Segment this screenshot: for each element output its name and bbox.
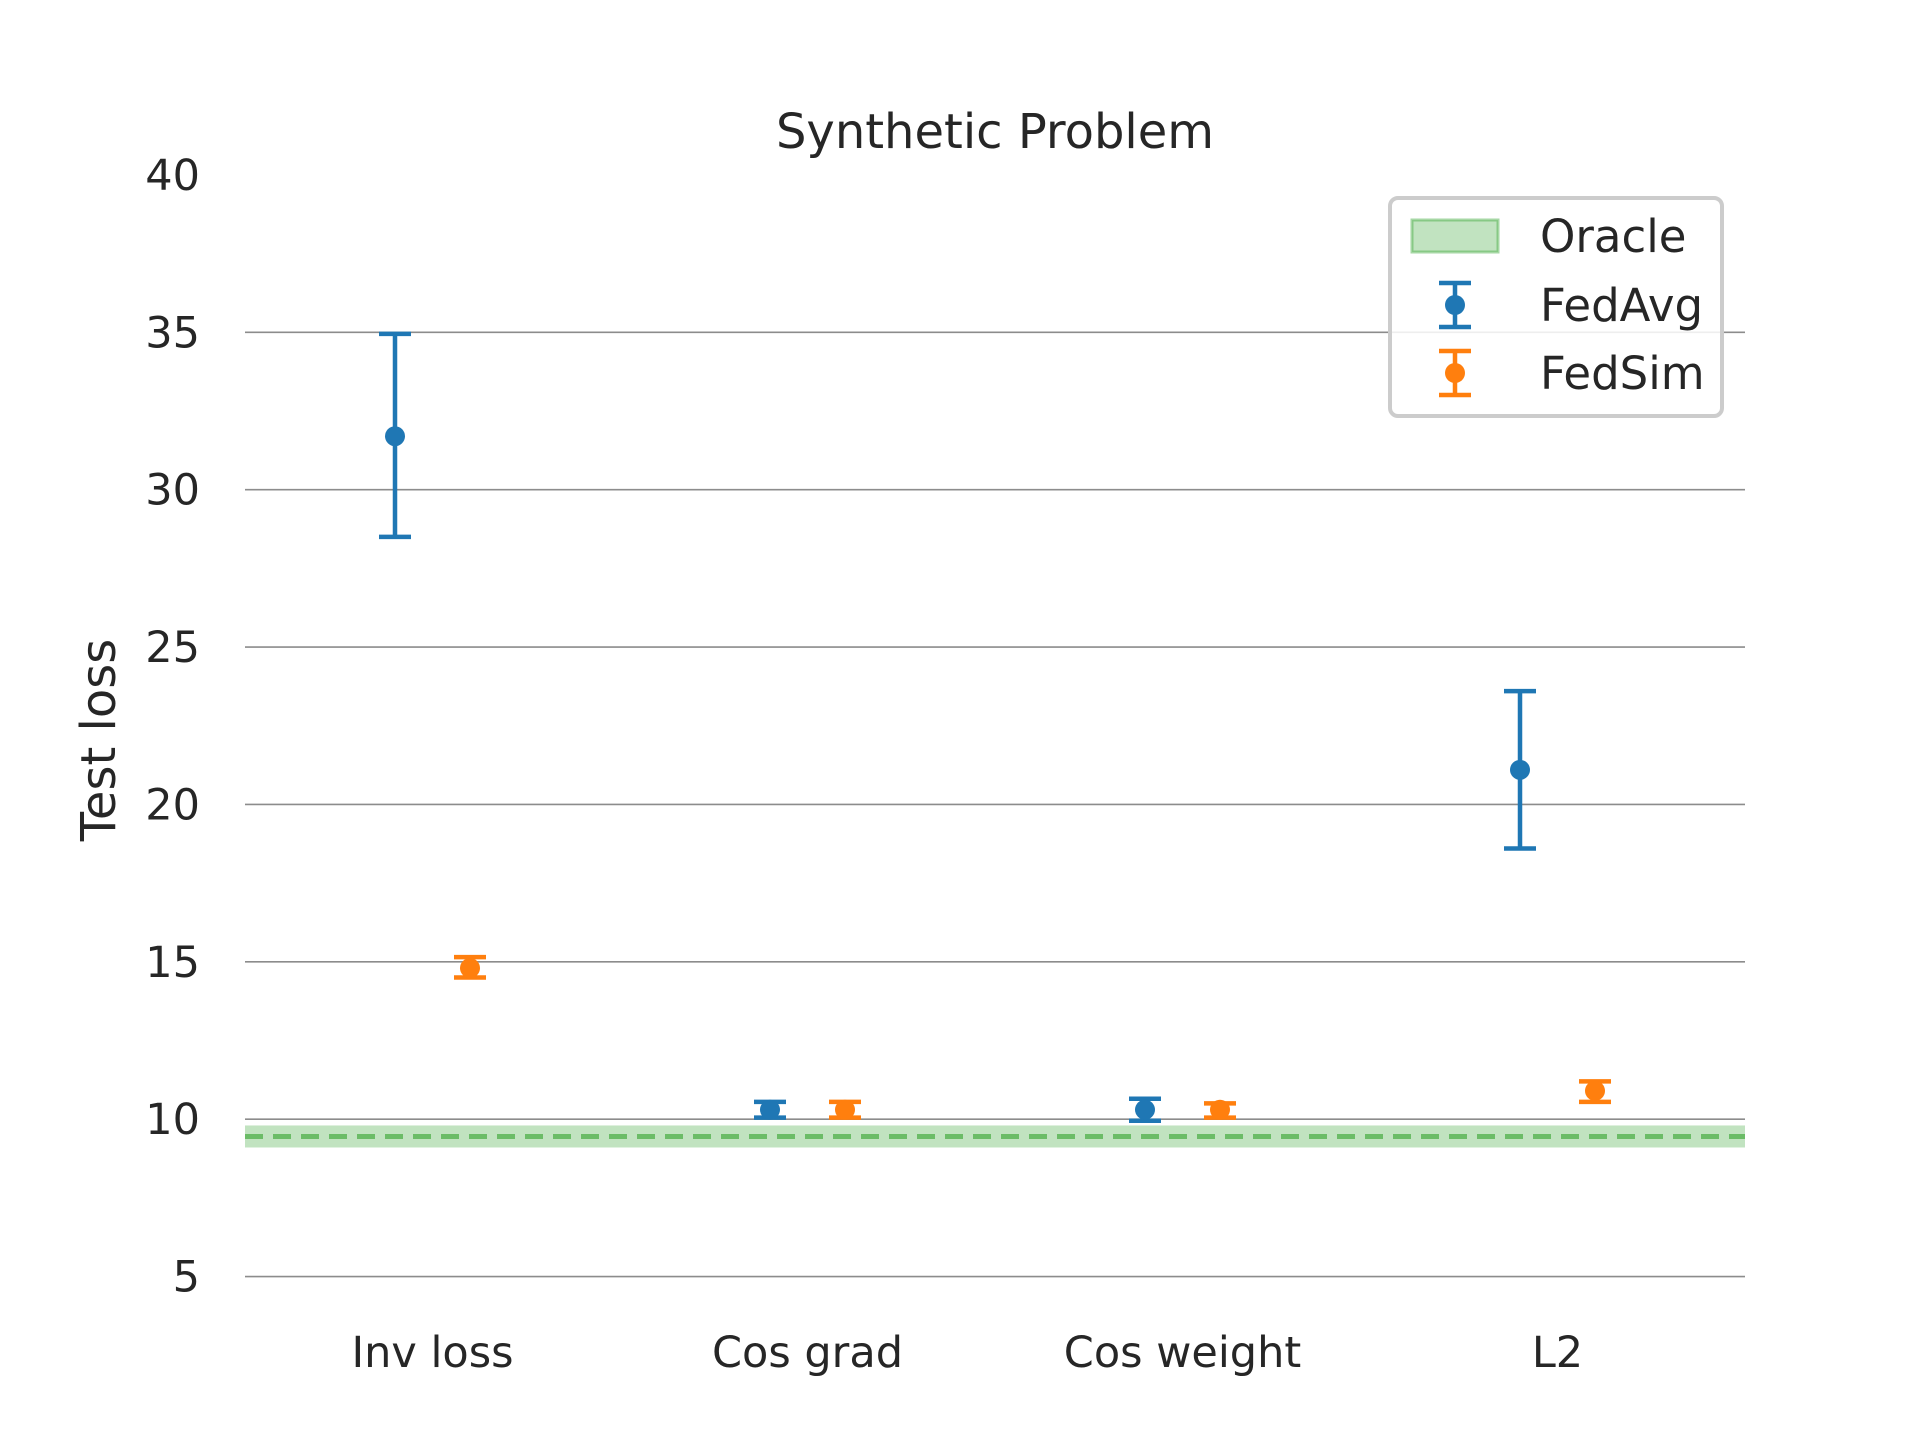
y-tick-labels: 5 10 15 20 25 30 35 40 [145, 151, 200, 1303]
data-point-fedsim [1210, 1099, 1230, 1120]
y-tick-label: 15 [145, 938, 200, 988]
errorbar-point [379, 331, 411, 540]
chart-title: Synthetic Problem [776, 104, 1214, 160]
errorbar-point [1504, 688, 1536, 851]
errorbar-point [1204, 1099, 1236, 1120]
data-point-fedsim [460, 958, 480, 979]
legend-label-oracle: Oracle [1540, 210, 1686, 263]
legend-marker [1445, 363, 1465, 383]
x-tick-labels: Inv loss Cos grad Cos weight L2 [351, 1328, 1583, 1378]
y-tick-label: 40 [145, 151, 200, 201]
oracle-band-group [245, 1125, 1745, 1148]
legend-oracle-swatch [1410, 218, 1500, 254]
legend-entry: FedAvg [1439, 279, 1703, 332]
data-point-fedavg [1510, 759, 1530, 780]
data-point-fedavg [1135, 1099, 1155, 1120]
errorbar-point [1129, 1096, 1161, 1123]
series-group [379, 331, 1611, 1123]
legend: Oracle FedAvg FedSim [1388, 196, 1724, 418]
y-tick-label: 30 [145, 466, 200, 516]
y-tick-label: 10 [145, 1095, 200, 1145]
y-tick-label: 35 [145, 308, 200, 358]
data-point-fedavg [760, 1099, 780, 1120]
x-tick-label: Cos grad [712, 1328, 903, 1378]
x-tick-label: L2 [1532, 1328, 1583, 1378]
data-point-fedavg [385, 426, 405, 447]
legend-entry: FedSim [1439, 347, 1705, 400]
y-tick-label: 5 [173, 1253, 200, 1303]
errorbar-point [1579, 1079, 1611, 1105]
oracle-band [245, 1125, 1745, 1148]
errorbar-point [829, 1099, 861, 1120]
legend-marker [1445, 295, 1465, 315]
legend-label-fedsim: FedSim [1540, 347, 1705, 400]
y-tick-label: 25 [145, 623, 200, 673]
data-point-fedsim [1585, 1080, 1605, 1101]
errorbar-point [754, 1099, 786, 1120]
y-axis-label: Test loss [71, 639, 127, 843]
legend-label-fedavg: FedAvg [1540, 279, 1703, 332]
x-tick-label: Cos weight [1064, 1328, 1301, 1378]
errorbar-point [454, 954, 486, 980]
x-tick-label: Inv loss [351, 1328, 513, 1378]
y-tick-label: 20 [145, 780, 200, 830]
grid-lines [245, 331, 1745, 1278]
data-point-fedsim [835, 1099, 855, 1120]
